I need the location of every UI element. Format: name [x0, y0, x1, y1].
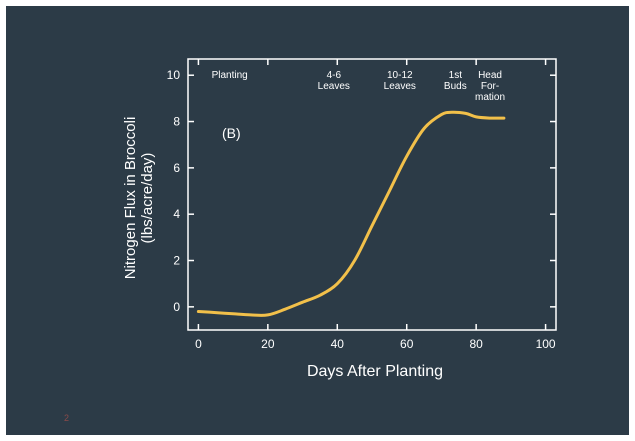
y-tick-label: 10	[167, 68, 181, 82]
slide-background	[6, 6, 629, 435]
x-tick-label: 60	[400, 337, 414, 351]
y-axis-title-line2: (lbs/acre/day)	[139, 153, 156, 244]
x-tick-label: 40	[331, 337, 345, 351]
stage-label: Head For-mation	[475, 70, 505, 103]
plot-frame	[187, 58, 557, 331]
stage-label: Planting	[212, 70, 248, 81]
x-axis-title: Days After Planting	[307, 363, 443, 380]
y-tick-label: 6	[173, 161, 180, 175]
panel-label: (B)	[222, 125, 241, 141]
y-tick-label: 0	[173, 300, 180, 314]
nitrogen-flux-line	[196, 110, 506, 317]
x-tick-label: 0	[195, 337, 202, 351]
stage-label: 1st Buds	[444, 70, 467, 92]
y-tick-label: 2	[173, 254, 180, 268]
x-tick-label: 80	[469, 337, 483, 351]
page-number: 2	[64, 413, 70, 423]
y-tick-label: 8	[173, 115, 180, 129]
y-tick-label: 4	[173, 207, 180, 221]
y-axis-title-line1: Nitrogen Flux in Broccoli	[122, 117, 139, 280]
x-tick-label: 100	[536, 337, 556, 351]
stage-label: 4-6 Leaves	[318, 70, 350, 92]
x-tick-label: 20	[261, 337, 275, 351]
stage-label: 10-12 Leaves	[384, 70, 416, 92]
